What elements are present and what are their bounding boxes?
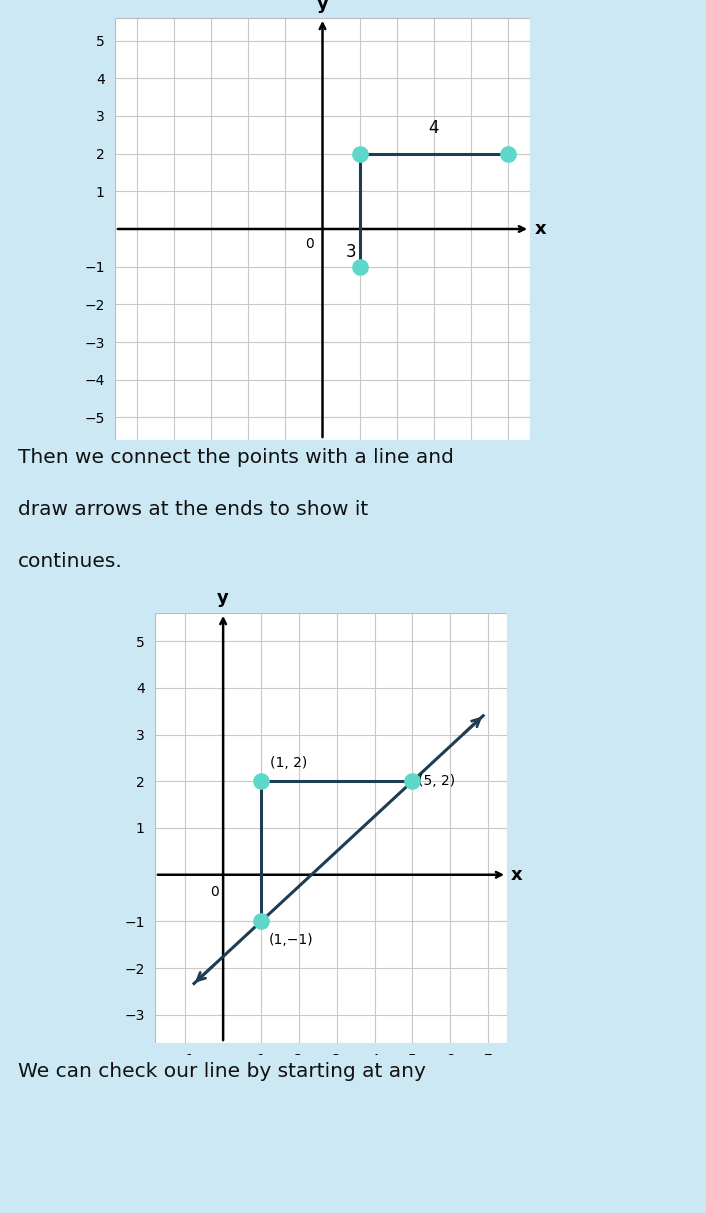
Text: x: x (510, 866, 522, 884)
Text: y: y (316, 0, 328, 13)
Text: 0: 0 (210, 885, 219, 899)
Text: 4: 4 (429, 119, 439, 137)
Bar (155, 613, 507, 1043)
Text: (5, 2): (5, 2) (418, 774, 455, 788)
Text: 0: 0 (306, 238, 314, 251)
Text: We can check our line by starting at any: We can check our line by starting at any (18, 1063, 426, 1081)
Text: (1,−1): (1,−1) (268, 933, 313, 947)
Text: 3: 3 (345, 244, 356, 261)
Text: y: y (217, 590, 229, 608)
Text: draw arrows at the ends to show it: draw arrows at the ends to show it (18, 500, 369, 519)
Text: Then we connect the points with a line and: Then we connect the points with a line a… (18, 448, 454, 467)
Bar (115, 18, 530, 440)
Text: (1, 2): (1, 2) (270, 756, 308, 769)
Text: continues.: continues. (18, 552, 123, 571)
Text: x: x (534, 220, 546, 238)
